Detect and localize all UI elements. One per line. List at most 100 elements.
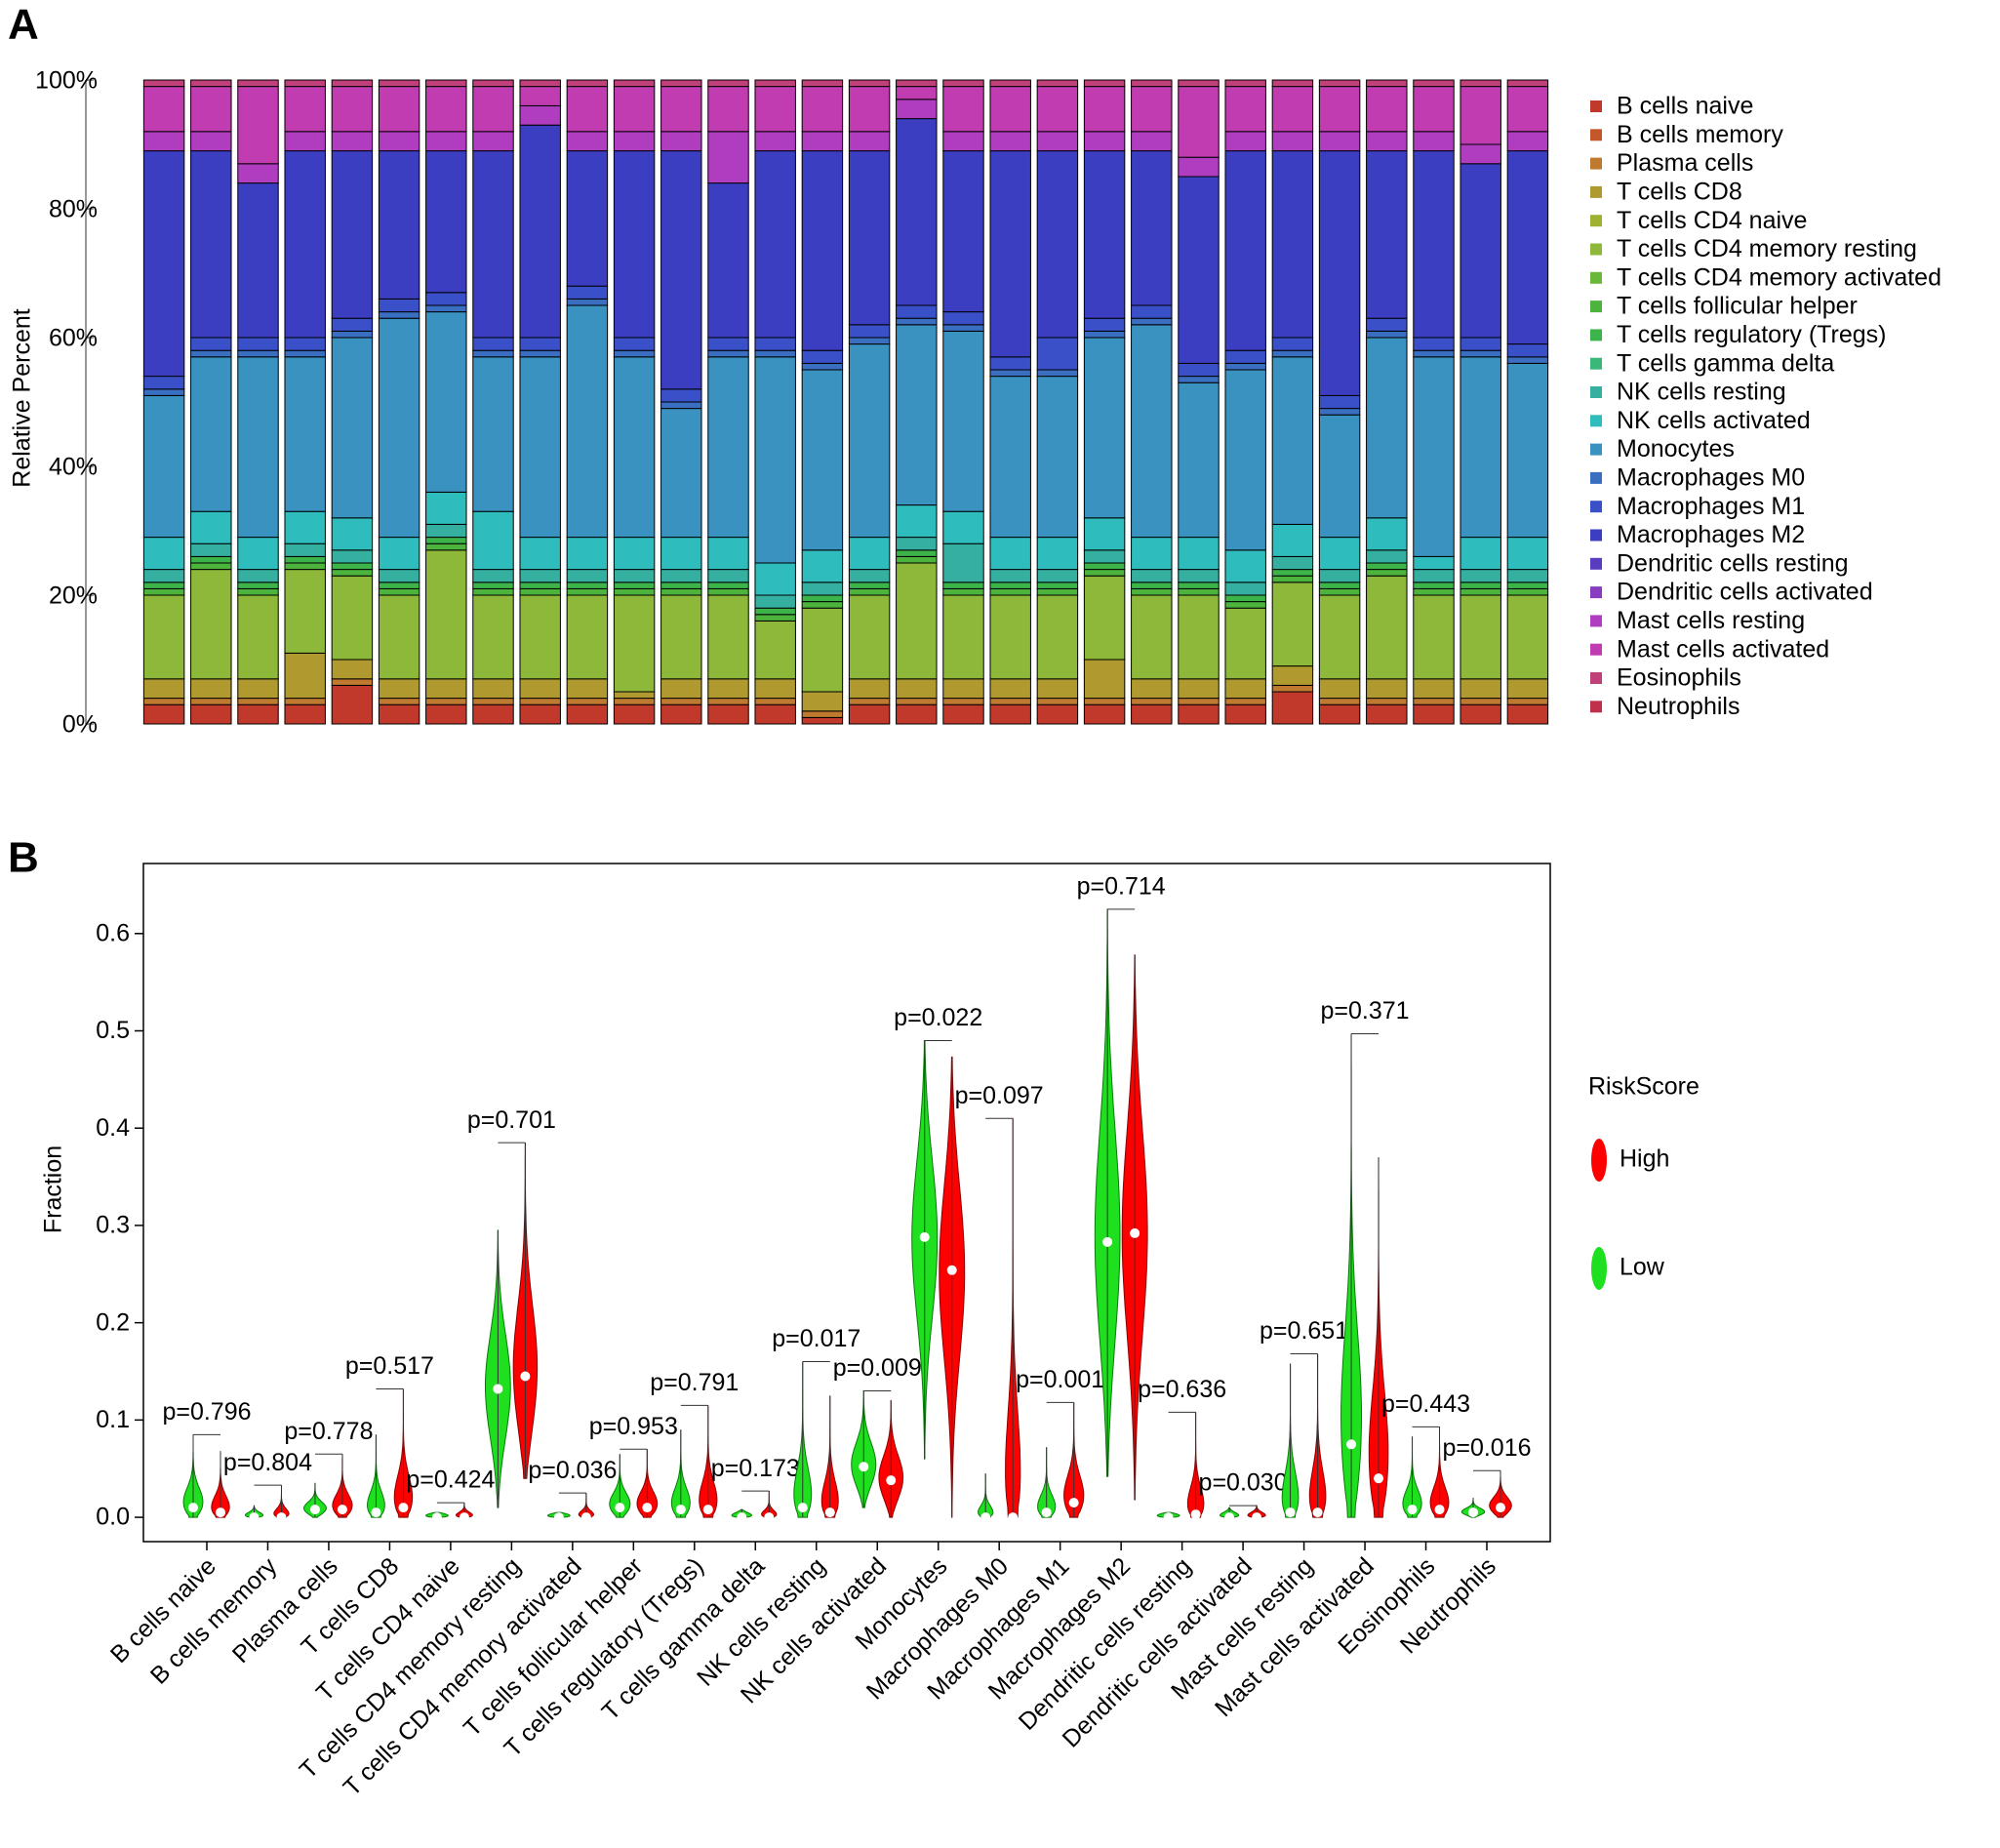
bar-segment xyxy=(1460,537,1501,571)
bar-segment xyxy=(331,517,374,551)
bar-segment xyxy=(425,537,467,544)
bar-segment xyxy=(1083,330,1126,339)
bar-segment xyxy=(660,408,702,539)
legend-swatch xyxy=(1591,1139,1607,1182)
bar-segment xyxy=(472,79,514,88)
p-value-label: p=0.791 xyxy=(650,1369,739,1396)
bar-segment xyxy=(190,703,232,725)
bar-segment xyxy=(942,510,984,544)
legend-swatch xyxy=(1590,100,1602,112)
bar-segment xyxy=(613,79,656,88)
p-value-label: p=0.517 xyxy=(345,1352,434,1380)
bar-segment xyxy=(1178,382,1220,539)
bar-segment xyxy=(896,304,938,319)
y-axis-label: Relative Percent xyxy=(9,308,36,487)
bar-segment xyxy=(801,549,844,583)
bar-segment xyxy=(1460,678,1501,700)
bar-segment xyxy=(1413,698,1455,705)
bar-segment xyxy=(566,304,609,539)
bar-segment xyxy=(1036,79,1079,88)
bar-segment xyxy=(1366,131,1408,152)
bar-segment xyxy=(1366,678,1408,700)
bar-segment xyxy=(896,537,938,551)
bar-segment xyxy=(190,555,232,564)
bar-segment xyxy=(1318,587,1361,596)
bar-segment xyxy=(1083,517,1126,551)
bar-segment xyxy=(1178,86,1220,158)
bar-segment xyxy=(425,150,467,294)
bar-segment xyxy=(1413,555,1455,571)
bar-segment xyxy=(472,678,514,700)
median-dot xyxy=(1163,1512,1174,1523)
bar-segment xyxy=(566,298,609,306)
bar-segment xyxy=(237,698,279,705)
bar-segment xyxy=(801,594,844,603)
bar-segment xyxy=(942,324,984,332)
bar-segment xyxy=(801,86,844,133)
median-dot xyxy=(824,1507,835,1518)
bar-segment xyxy=(1506,698,1549,705)
y-tick-label: 60% xyxy=(49,325,98,352)
bar-segment xyxy=(378,317,420,539)
bar-segment xyxy=(1413,150,1455,339)
bar-segment xyxy=(1083,317,1126,332)
median-dot xyxy=(276,1512,287,1523)
bar-segment xyxy=(284,542,326,557)
bar-segment xyxy=(1318,150,1361,396)
bar-segment xyxy=(425,698,467,705)
median-dot xyxy=(337,1505,347,1515)
bar-segment xyxy=(848,537,891,571)
bar-segment xyxy=(1131,131,1173,152)
bar-segment xyxy=(707,703,749,725)
bar-segment xyxy=(1083,79,1126,88)
bar-segment xyxy=(613,131,656,152)
y-tick-label: 0.1 xyxy=(96,1406,130,1433)
bar-segment xyxy=(896,86,938,100)
bar-segment xyxy=(707,537,749,571)
legend-label: NK cells resting xyxy=(1617,379,1786,406)
p-value-label: p=0.443 xyxy=(1381,1390,1470,1418)
bar-segment xyxy=(1413,356,1455,557)
bar-segment xyxy=(284,698,326,705)
bar-segment xyxy=(1506,594,1549,680)
legend-swatch xyxy=(1590,501,1602,513)
bar-segment xyxy=(660,569,702,583)
legend-label: Mast cells resting xyxy=(1617,607,1805,634)
bar-segment xyxy=(472,349,514,358)
bar-segment xyxy=(801,369,844,551)
bar-segment xyxy=(519,698,561,705)
bar-segment xyxy=(896,549,938,557)
bar-segment xyxy=(754,614,796,622)
legend-swatch xyxy=(1590,586,1602,599)
bar-segment xyxy=(1506,356,1549,364)
bar-segment xyxy=(331,678,374,686)
legend-label: T cells follicular helper xyxy=(1617,293,1858,320)
bar-segment xyxy=(237,182,279,339)
bar-segment xyxy=(1178,362,1220,378)
bar-segment xyxy=(1036,376,1079,539)
bar-segment xyxy=(190,131,232,152)
bar-segment xyxy=(801,716,844,725)
bar-segment xyxy=(1271,569,1314,577)
bar-segment xyxy=(1318,594,1361,680)
bar-segment xyxy=(1366,330,1408,339)
bar-segment xyxy=(848,150,891,326)
bar-segment xyxy=(331,575,374,661)
bar-segment xyxy=(237,537,279,571)
bar-segment xyxy=(519,582,561,589)
bar-segment xyxy=(190,349,232,358)
y-tick-label: 0.2 xyxy=(96,1308,130,1336)
bar-segment xyxy=(754,79,796,88)
bar-segment xyxy=(1318,79,1361,88)
bar-segment xyxy=(1413,594,1455,680)
legend-swatch xyxy=(1590,615,1602,627)
bar-segment xyxy=(284,555,326,564)
median-dot xyxy=(1312,1507,1323,1518)
bar-segment xyxy=(754,349,796,358)
bar-segment xyxy=(378,311,420,319)
bar-segment xyxy=(942,542,984,583)
legend-label: T cells CD8 xyxy=(1617,179,1742,206)
bar-segment xyxy=(566,79,609,88)
bar-segment xyxy=(942,311,984,326)
